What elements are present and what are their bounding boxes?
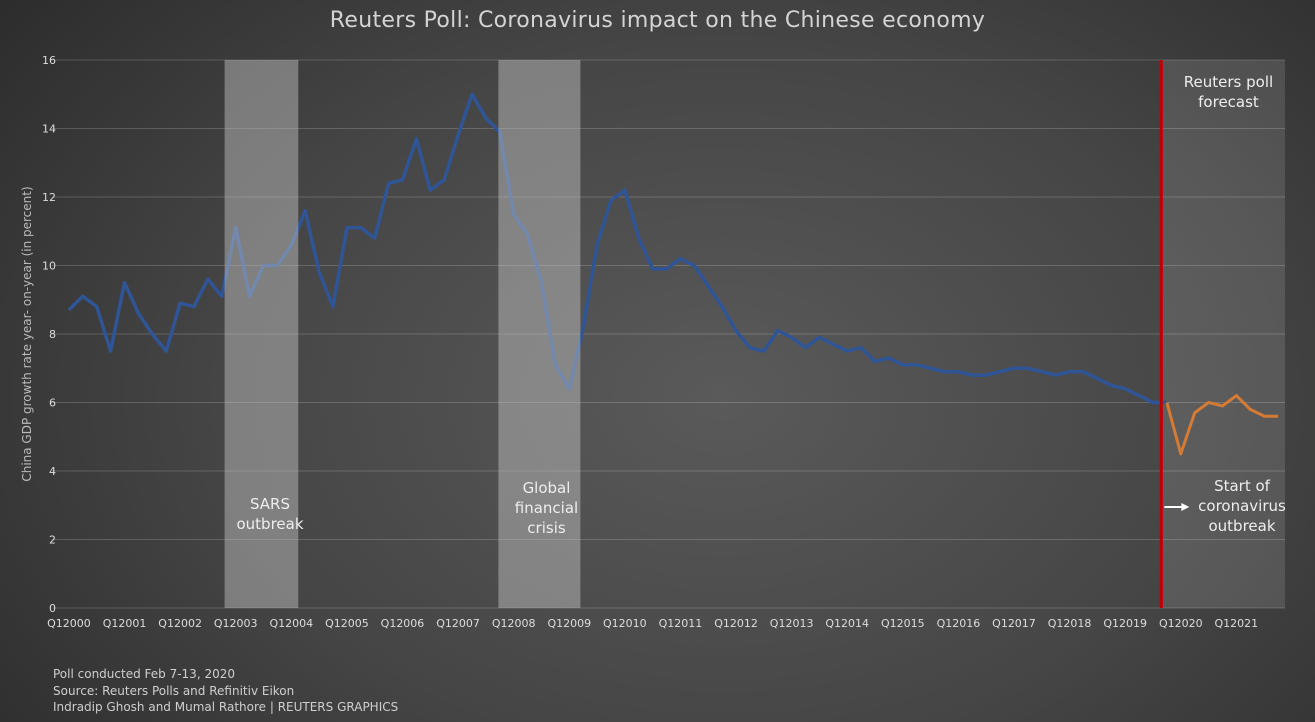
x-tick-label: Q12016 <box>937 617 981 630</box>
annotation-text: Reuters poll <box>1183 73 1274 91</box>
y-tick-label: 6 <box>49 397 56 410</box>
y-tick-label: 2 <box>49 534 56 547</box>
annotation-text: Start of <box>1214 477 1270 495</box>
footer-poll-date: Poll conducted Feb 7-13, 2020 <box>53 667 235 681</box>
x-tick-label: Q12009 <box>547 617 591 630</box>
gfc-annotation: Global financial crisis <box>505 478 588 538</box>
annotation-text: outbreak <box>1208 517 1276 535</box>
x-tick-label: Q12008 <box>492 617 536 630</box>
annotation-text: financial <box>514 499 579 517</box>
x-tick-label: Q12001 <box>103 617 147 630</box>
forecast-annotation: Reuters poll forecast <box>1172 72 1285 112</box>
x-tick-label: Q12012 <box>714 617 758 630</box>
x-tick-label: Q12011 <box>659 617 703 630</box>
x-tick-label: Q12010 <box>603 617 647 630</box>
x-tick-label: Q12014 <box>825 617 869 630</box>
outbreak-annotation: Start of coronavirus outbreak <box>1198 476 1286 536</box>
y-tick-label: 0 <box>49 602 56 615</box>
y-tick-label: 14 <box>42 123 56 136</box>
series-line-actual <box>67 92 1167 405</box>
x-tick-label: Q12005 <box>325 617 369 630</box>
annotation-text: crisis <box>527 519 566 537</box>
footer-credits: Indradip Ghosh and Mumal Rathore | REUTE… <box>53 700 399 714</box>
x-tick-label: Q12021 <box>1215 617 1259 630</box>
y-tick-label: 10 <box>42 260 56 273</box>
financial-crisis-band <box>498 60 581 608</box>
annotation-text: SARS <box>249 495 290 513</box>
x-tick-label: Q12006 <box>381 617 425 630</box>
chart-title: Reuters Poll: Coronavirus impact on the … <box>329 8 986 33</box>
y-tick-label: 4 <box>49 465 56 478</box>
x-tick-label: Q12019 <box>1103 617 1147 630</box>
sars-band <box>224 60 299 608</box>
x-tick-label: Q12020 <box>1159 617 1203 630</box>
x-tick-label: Q12000 <box>47 617 91 630</box>
annotation-text: coronavirus <box>1198 497 1286 515</box>
forecast-region <box>1161 60 1285 608</box>
annotation-text: outbreak <box>236 515 304 533</box>
annotation-text: forecast <box>1198 93 1259 111</box>
annotation-text: Global <box>522 479 571 497</box>
x-tick-label: Q12004 <box>269 617 313 630</box>
sars-annotation: SARS outbreak <box>233 494 307 534</box>
y-tick-label: 8 <box>49 328 56 341</box>
x-tick-label: Q12013 <box>770 617 814 630</box>
footer-source: Source: Reuters Polls and Refinitiv Eiko… <box>53 684 295 698</box>
x-tick-label: Q12015 <box>881 617 925 630</box>
x-tick-label: Q12002 <box>158 617 202 630</box>
y-tick-label: 16 <box>42 54 56 67</box>
y-tick-label: 12 <box>42 191 56 204</box>
x-tick-label: Q12007 <box>436 617 480 630</box>
x-tick-label: Q12017 <box>992 617 1036 630</box>
x-tick-label: Q12018 <box>1048 617 1092 630</box>
arrow-head-icon <box>1181 503 1190 511</box>
x-tick-label: Q12003 <box>214 617 258 630</box>
